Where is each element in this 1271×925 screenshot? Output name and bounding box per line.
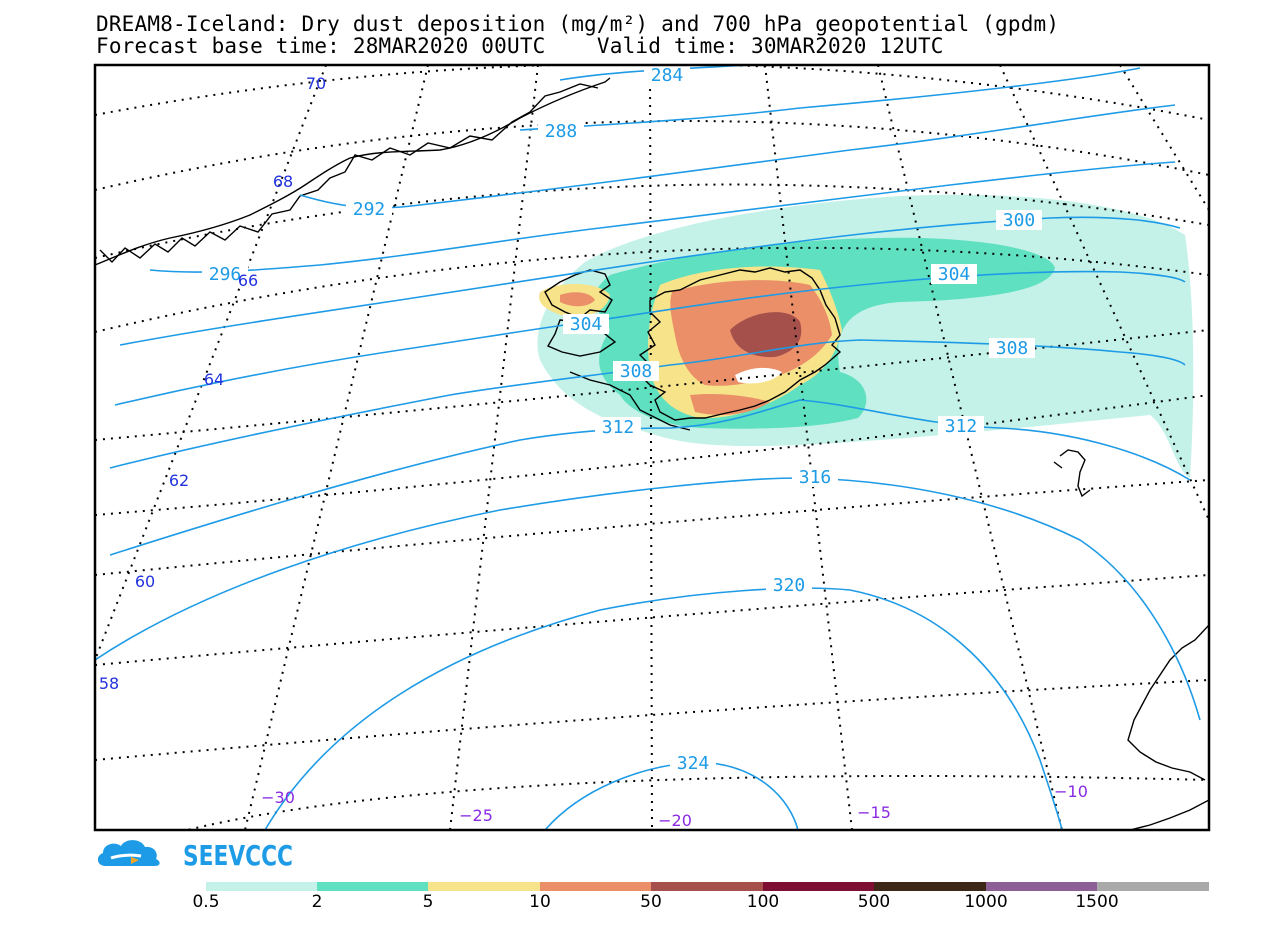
lat-label-58: 58 bbox=[99, 674, 119, 693]
longitude-labels: −30 −25 −20 −15 −10 bbox=[261, 782, 1088, 830]
contour-label-288: 288 bbox=[545, 121, 578, 142]
contour-label-324: 324 bbox=[677, 753, 710, 774]
map-subtitle: Forecast base time: 28MAR2020 00UTC Vali… bbox=[96, 34, 944, 58]
graticule bbox=[95, 65, 1209, 830]
norway-coast bbox=[1127, 624, 1209, 830]
contour-label-304-east: 304 bbox=[938, 264, 971, 285]
legend-swatch-3 bbox=[540, 882, 651, 891]
contour-312 bbox=[109, 399, 1191, 556]
legend-label-1500: 1500 bbox=[1075, 892, 1119, 912]
contour-288 bbox=[519, 67, 1141, 131]
contour-308 bbox=[109, 339, 1186, 469]
legend-label-5: 5 bbox=[422, 892, 434, 912]
legend-swatch-2 bbox=[428, 882, 540, 891]
legend-swatch-8 bbox=[1097, 882, 1209, 891]
contour-label-308-east: 308 bbox=[996, 338, 1029, 359]
contour-label-316: 316 bbox=[799, 467, 832, 488]
contour-label-312-east: 312 bbox=[945, 416, 978, 437]
contour-label-308-west: 308 bbox=[620, 361, 653, 382]
legend-bar bbox=[206, 882, 1209, 891]
contour-label-320: 320 bbox=[773, 575, 806, 596]
contour-label-284: 284 bbox=[651, 65, 684, 86]
contour-label-300: 300 bbox=[1003, 210, 1036, 231]
contour-label-304-west: 304 bbox=[570, 314, 603, 335]
map-frame bbox=[93, 63, 1211, 832]
coastlines bbox=[95, 77, 1209, 830]
map-content bbox=[95, 65, 1209, 830]
lat-label-70: 70 bbox=[306, 74, 326, 93]
latitude-labels: 70 68 66 64 62 60 58 bbox=[99, 74, 326, 693]
logo-text: SEEVCCC bbox=[183, 839, 293, 872]
contour-316 bbox=[95, 477, 1201, 721]
legend-label-0-5: 0.5 bbox=[192, 892, 220, 912]
contour-320 bbox=[264, 587, 1063, 830]
contour-300 bbox=[119, 216, 1181, 346]
lat-label-68: 68 bbox=[273, 172, 293, 191]
legend-swatch-0 bbox=[206, 882, 317, 891]
legend-label-10: 10 bbox=[529, 892, 551, 912]
lat-label-66: 66 bbox=[238, 271, 258, 290]
lon-label-minus30: −30 bbox=[261, 788, 295, 807]
legend-swatch-1 bbox=[317, 882, 428, 891]
legend-label-50: 50 bbox=[640, 892, 662, 912]
map-title: DREAM8-Iceland: Dry dust deposition (mg/… bbox=[96, 12, 1060, 36]
contour-304 bbox=[114, 270, 1186, 406]
lon-label-minus10: −10 bbox=[1054, 782, 1088, 801]
legend-swatch-6 bbox=[874, 882, 986, 891]
greenland-coast-detail bbox=[99, 83, 599, 264]
lat-label-60: 60 bbox=[135, 572, 155, 591]
glacier-white bbox=[735, 367, 782, 384]
lon-label-minus25: −25 bbox=[459, 806, 493, 825]
legend-swatch-5 bbox=[763, 882, 874, 891]
contour-296 bbox=[149, 161, 1176, 273]
legend-label-100: 100 bbox=[746, 892, 780, 912]
legend-swatch-7 bbox=[986, 882, 1097, 891]
legend-swatch-4 bbox=[651, 882, 763, 891]
iceland-westfjords bbox=[544, 269, 613, 319]
lon-label-minus15: −15 bbox=[857, 803, 891, 822]
legend-label-1000: 1000 bbox=[964, 892, 1008, 912]
contour-292 bbox=[299, 104, 1176, 209]
seevccc-logo: SEEVCCC bbox=[95, 834, 305, 874]
geopotential-contours bbox=[95, 65, 1201, 830]
legend-label-500: 500 bbox=[857, 892, 891, 912]
faroe-islands bbox=[1053, 449, 1091, 498]
contour-label-296: 296 bbox=[209, 264, 242, 285]
contour-label-292: 292 bbox=[353, 199, 386, 220]
lat-label-64: 64 bbox=[204, 370, 224, 389]
contour-labels: 284 288 292 296 300 304 304 308 308 312 … bbox=[202, 65, 1042, 774]
contour-label-312-west: 312 bbox=[602, 417, 635, 438]
dust-shade-50 bbox=[730, 312, 802, 358]
legend-label-2: 2 bbox=[311, 892, 323, 912]
lon-label-minus20: −20 bbox=[658, 811, 692, 830]
lat-label-62: 62 bbox=[169, 471, 189, 490]
cloud-icon bbox=[97, 840, 160, 866]
